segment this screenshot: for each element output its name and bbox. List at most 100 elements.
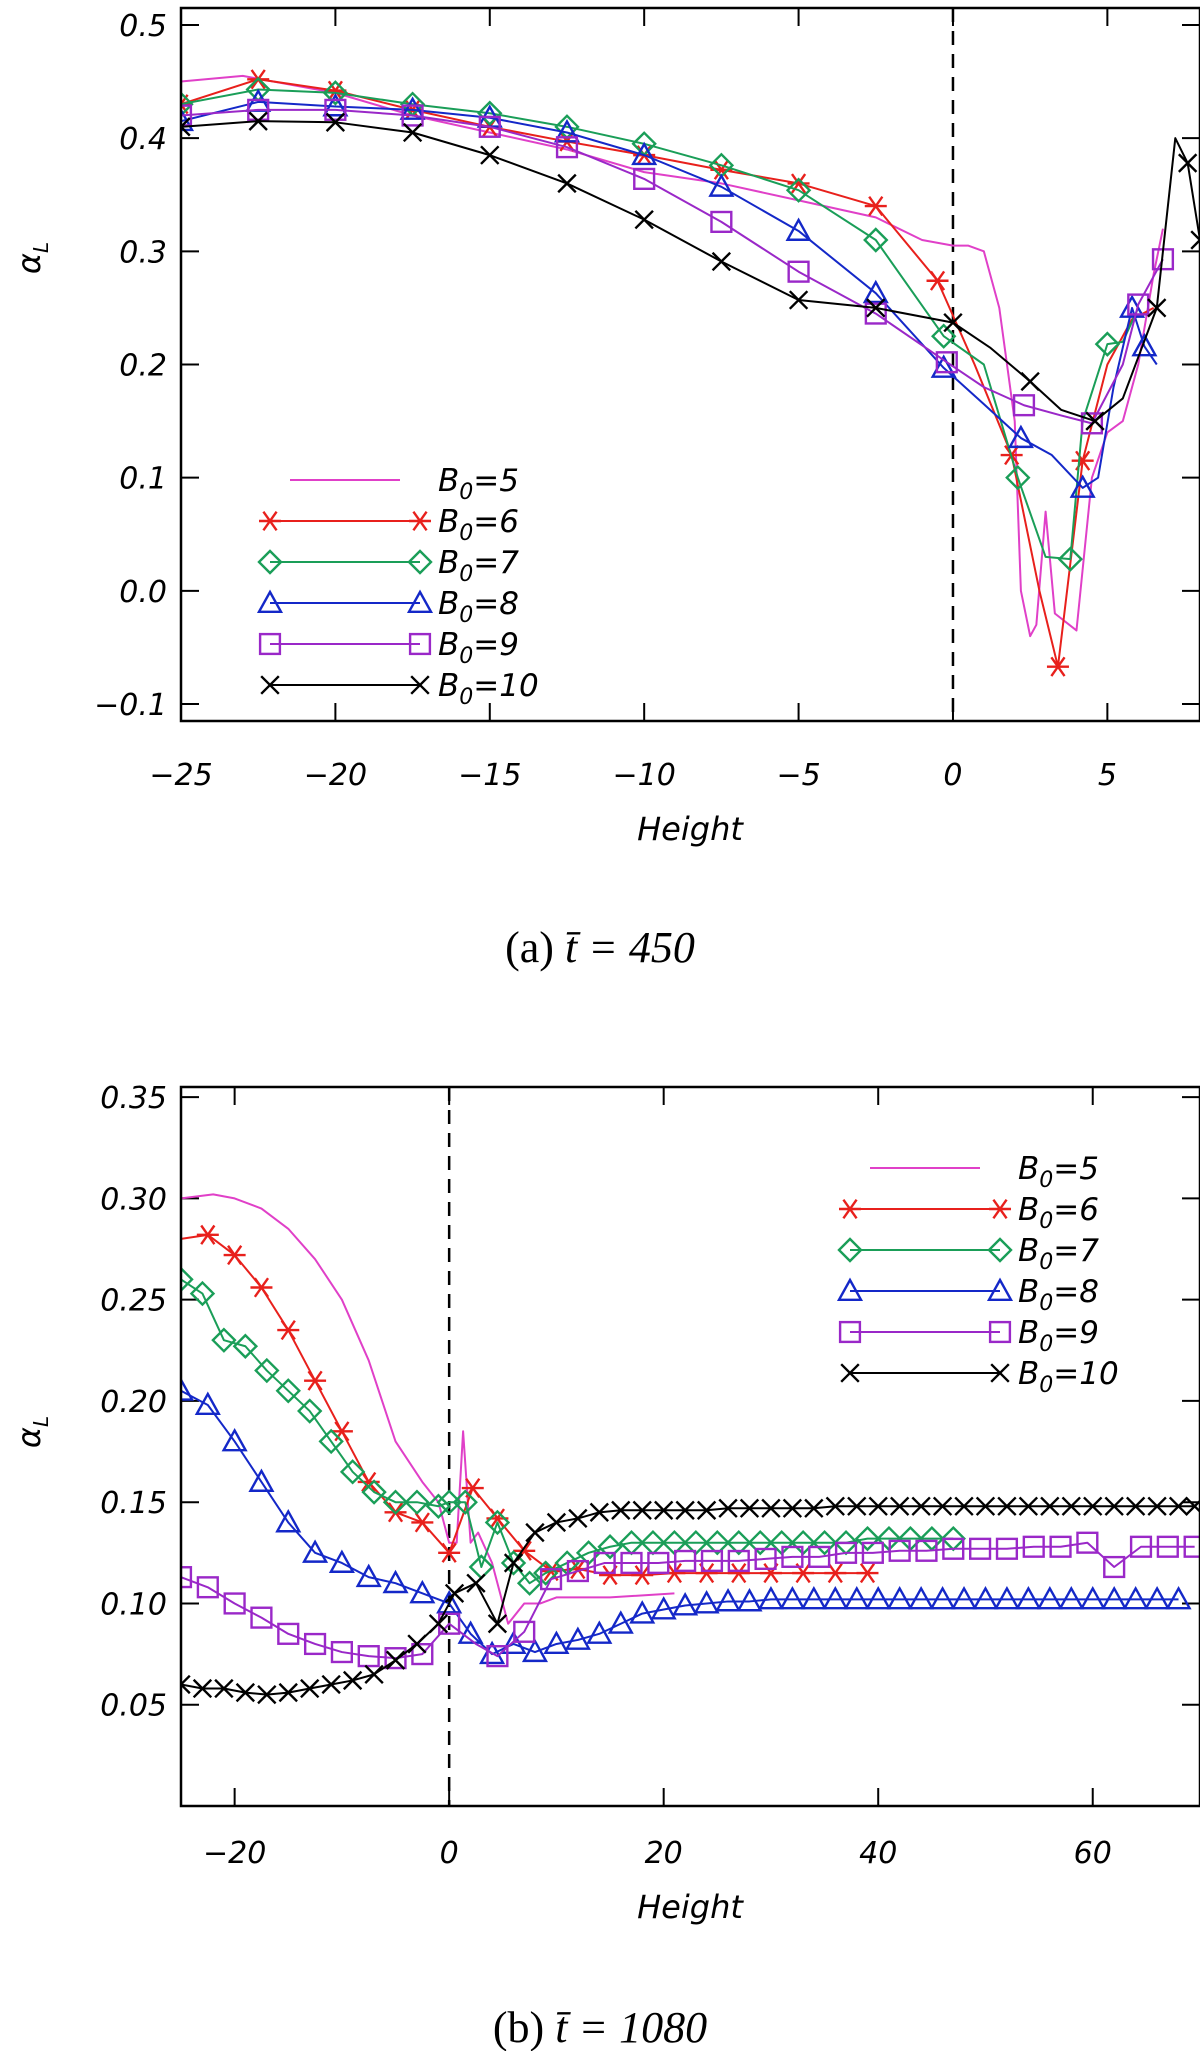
series-b-b010-marker-22 (632, 1500, 652, 1520)
xtick-label-b-2: 20 (645, 1836, 683, 1871)
series-a-b09-marker-2 (324, 98, 347, 121)
series-b-b08-marker-42 (1122, 1585, 1149, 1610)
series-a-b09-marker-6 (633, 167, 656, 190)
series-b-b09-marker-5 (303, 1632, 327, 1656)
legend-a-entry-5-marker-r (410, 675, 430, 695)
series-b-b08-marker-34 (950, 1585, 978, 1610)
series-b-b010-marker-7 (321, 1674, 341, 1695)
series-b-b09-marker-7 (357, 1645, 380, 1668)
series-a-b010 (181, 111, 1200, 431)
series-b-b07-marker-5 (275, 1378, 301, 1404)
series-a-b08-marker-10 (930, 354, 957, 378)
legend-a-entry-5-label: B0=10 (438, 668, 539, 710)
series-b-b010-marker-1 (192, 1678, 213, 1699)
series-b-b08-marker-29 (843, 1585, 870, 1610)
panel-b: −20 0 20 40 60 0.05 0.10 0.15 0.20 0.25 0.30 0.35 B0… (10, 1081, 1200, 2051)
series-b-b08-marker-36 (993, 1585, 1020, 1610)
legend-b-entry-5: B0=10 (840, 1356, 1119, 1398)
series-b-b010-marker-19 (568, 1508, 588, 1529)
series-a-b010-marker-9 (866, 298, 886, 318)
series-b-b09-marker-1 (196, 1576, 219, 1599)
series-b-b010-marker-14 (466, 1573, 486, 1593)
series-b-b010-marker-11 (407, 1634, 427, 1654)
series-b-b09-marker-9 (411, 1642, 434, 1666)
series-b-b09-marker-37 (1156, 1535, 1179, 1558)
series-a-b08-marker-2 (322, 92, 349, 117)
series-b-b09-marker-27 (888, 1539, 911, 1562)
ytick-label-b-1: 0.10 (100, 1587, 167, 1622)
xtick-label-a-6: 5 (1098, 758, 1117, 793)
series-b-b06-marker-3 (250, 1277, 273, 1298)
legend-b-entry-2-marker-r (987, 1237, 1013, 1263)
xtick-label-a-2: −15 (458, 758, 521, 793)
legend-b-entry-0: B0=5 (870, 1151, 1099, 1193)
series-b-b09-marker-34 (1076, 1531, 1099, 1554)
series-b-b09-marker-20 (700, 1549, 724, 1573)
series-a-b010-marker-10 (943, 312, 963, 333)
xtick-label-a-3: −10 (613, 758, 676, 793)
legend-a-entry-0-label: B0=5 (438, 463, 519, 505)
series-b-b010-marker-48 (1184, 1496, 1200, 1516)
legend-b-entry-5-label: B0=10 (1018, 1356, 1119, 1398)
series-b-b08-marker-32 (908, 1585, 935, 1610)
series-b-b09-marker-23 (781, 1545, 804, 1568)
series-b-b08-marker-18 (607, 1610, 634, 1634)
series-b-b09-marker-6 (330, 1640, 353, 1664)
series-b-b07-line (181, 1278, 954, 1585)
series-a-b010-marker-5 (557, 173, 577, 194)
series-b-b06-marker-5 (304, 1370, 327, 1391)
series-b-b010-marker-47 (1168, 1496, 1189, 1516)
series-a-b09-marker-8 (787, 260, 810, 283)
series-b-b06-marker-24 (856, 1563, 879, 1584)
series-b-b09-marker-16 (593, 1551, 616, 1575)
series-b-b06-marker-2 (223, 1245, 246, 1266)
legend-a-entry-4: B0=9 (258, 627, 519, 669)
series-b-b08-marker-16 (564, 1626, 591, 1650)
legend-b-entry-1: B0=6 (839, 1192, 1099, 1234)
series-a-b010-marker-1 (248, 111, 268, 131)
xtick-label-b-3: 40 (859, 1836, 897, 1871)
series-b-b09-marker-38 (1183, 1535, 1200, 1558)
legend-b-entry-5-marker-l (840, 1363, 860, 1383)
series-b-b09-marker-4 (277, 1622, 300, 1645)
series-b-b07-marker-7 (318, 1428, 344, 1455)
series-b-b08-marker-33 (929, 1585, 956, 1610)
ytick-label-a-4: 0.3 (119, 235, 167, 270)
legend-a-entry-3-marker-l (256, 589, 284, 613)
ylabel-a: αL (10, 242, 53, 274)
series-a-b08-marker-5 (553, 119, 581, 143)
series-a-b09-line (181, 108, 1164, 425)
ylabel-b: αL (10, 1416, 53, 1448)
panel-a: −25 −20 −15 −10 −5 0 5 −0.1 0.0 0.1 0.2 0.3 0.4 0.5 B0… (10, 6, 1200, 972)
ytick-label-a-0: −0.1 (94, 688, 167, 723)
series-b-b010-marker-42 (1061, 1496, 1081, 1516)
series-a-b09-marker-16 (1127, 293, 1150, 316)
series-a-b010-marker-18 (1177, 153, 1198, 173)
series-b-b06-marker-10 (438, 1542, 461, 1563)
ytick-label-a-1: 0.0 (119, 575, 167, 610)
series-a-b09-marker-3 (401, 104, 424, 127)
series-b-b010-marker-35 (911, 1496, 931, 1516)
series-b-b010-marker-23 (654, 1500, 674, 1520)
series-b-b08-marker-22 (693, 1589, 720, 1614)
series-b-b010-marker-43 (1083, 1496, 1103, 1516)
series-b-b08-marker-38 (1036, 1585, 1063, 1610)
series-b-b09-marker-35 (1103, 1555, 1126, 1579)
series-b-b010-marker-40 (1018, 1496, 1039, 1516)
series-b-b09-marker-29 (942, 1537, 965, 1560)
series-a-b010-marker-12 (1020, 371, 1040, 392)
ytick-label-a-2: 0.1 (119, 462, 167, 497)
series-b-b08-marker-40 (1079, 1585, 1106, 1610)
legend-a-entry-1-label: B0=6 (438, 504, 519, 546)
series-b-b09-marker-18 (647, 1551, 670, 1575)
series-a-b09-marker-7 (710, 210, 733, 233)
series-a-b010-marker-2 (325, 112, 346, 132)
legend-b-entry-5-marker-r (990, 1363, 1010, 1383)
series-b-b010-marker-25 (696, 1500, 717, 1520)
series-b-b010-marker-21 (611, 1500, 631, 1520)
legend-a-entry-1-marker-l (259, 510, 281, 532)
series-a-b07-marker-12 (1005, 464, 1031, 491)
legend-b-entry-3-marker-l (836, 1277, 864, 1302)
xtick-label-a-0: −25 (149, 758, 212, 793)
